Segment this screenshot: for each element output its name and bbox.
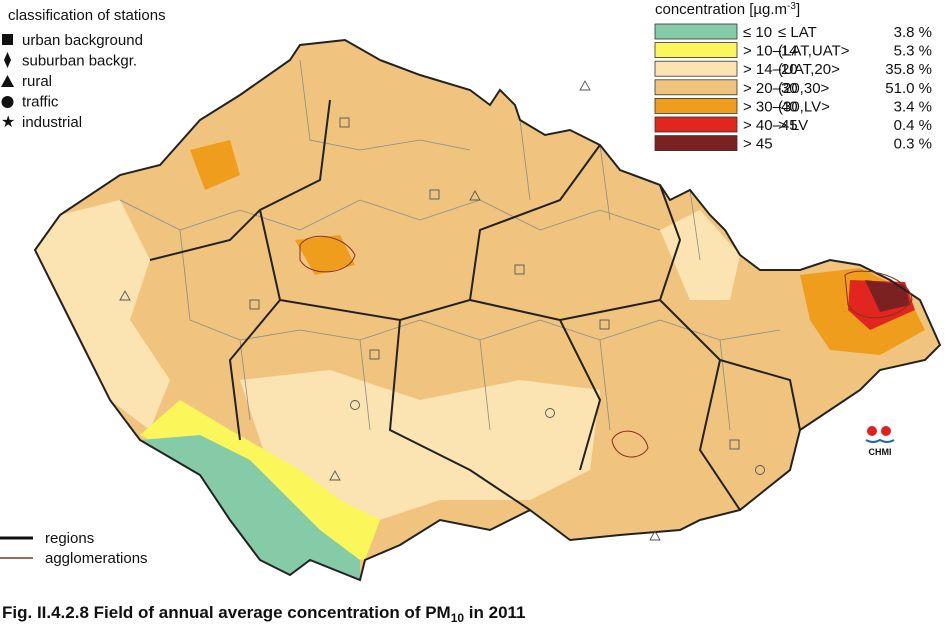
caption-subscript: 10 (451, 611, 465, 625)
boundary-label: regions (45, 530, 94, 547)
legend-share: 0.3 % (894, 136, 932, 153)
legend-limit: > LV (778, 117, 808, 134)
zone-14-20 (660, 210, 740, 300)
symbol-star: ★ (1, 114, 15, 131)
symbol-square (2, 34, 13, 45)
boundary-label: agglomerations (45, 550, 148, 567)
stations (119, 80, 765, 541)
legend-range: > 40–45 (743, 117, 798, 134)
concentration-legend: ≤ 10 ≤ LAT 3.8 % > 10–14(LAT,UAT> 5.3 % > 14–… (654, 23, 932, 153)
legend-range: > 45 (743, 136, 773, 153)
station-traffic (755, 465, 765, 475)
legend-range: > 14–20 (743, 61, 798, 78)
symbol-circle (1, 96, 14, 108)
zone-30-40 (190, 140, 240, 190)
legend-range: > 10–14 (743, 43, 798, 60)
zone-14-20 (35, 200, 170, 430)
zone-above-45 (865, 280, 910, 312)
legend-swatch (654, 135, 738, 152)
legend-range: ≤ 10 (743, 24, 772, 41)
legend-title-text: concentration [µg.m (655, 1, 787, 18)
legend-share: 0.4 % (894, 117, 932, 134)
logo-text: CHMI (869, 447, 892, 457)
legend-limit: (30,LV> (778, 98, 830, 115)
station-traffic (350, 400, 360, 410)
symbol-triangle (1, 75, 14, 87)
station-urban (599, 319, 610, 330)
legend-swatch (654, 23, 738, 40)
station-type: urban background (22, 32, 143, 49)
legend-title: concentration [µg.m-3] (655, 1, 800, 18)
agglomeration-borders (299, 235, 913, 458)
caption: Fig. II.4.2.8 Field of annual average co… (2, 603, 526, 625)
legend-limit: (20,30> (778, 80, 830, 97)
caption-text: Fig. II.4.2.8 Field of annual average co… (2, 603, 451, 622)
legend-swatch (654, 42, 738, 58)
legend-swatch (654, 60, 738, 77)
legend-swatch (654, 79, 738, 96)
station-urban (514, 264, 525, 275)
legend-swatch (654, 98, 738, 114)
stations-title: classification of stations (8, 7, 166, 24)
legend-limit: ≤ LAT (778, 24, 817, 41)
country-area (35, 40, 940, 580)
legend-limit: (UAT,20> (778, 61, 840, 78)
stations-legend: classification of stations ★ urban backg… (1, 7, 166, 131)
station-traffic (545, 408, 555, 418)
district-borders (119, 59, 781, 431)
station-urban (369, 349, 380, 360)
station-urban (339, 117, 350, 128)
legend-share: 5.3 % (894, 43, 932, 60)
station-rural (119, 80, 661, 541)
legend-title-suffix: ] (796, 1, 800, 18)
legend-share: 51.0 % (885, 80, 932, 97)
legend-limit: (LAT,UAT> (778, 43, 850, 60)
legend-share: 35.8 % (885, 61, 932, 78)
station-urban (729, 439, 740, 450)
station-type: suburban backgr. (22, 53, 137, 70)
legend-range: > 30–40 (743, 98, 798, 115)
zone-30-40 (295, 235, 355, 275)
station-type: rural (22, 73, 52, 90)
legend-share: 3.4 % (894, 98, 932, 115)
legend-swatch (654, 116, 738, 133)
chmi-logo: CHMI (865, 426, 895, 457)
legend-title-sup: -3 (787, 1, 796, 12)
legend-range: > 20–30 (743, 80, 798, 97)
station-urban (429, 189, 440, 200)
caption-suffix: in 2011 (464, 603, 525, 622)
station-type: industrial (22, 114, 82, 131)
symbol-diamond (4, 52, 11, 68)
station-urban (249, 299, 260, 310)
legend-share: 3.8 % (894, 24, 932, 41)
station-type: traffic (22, 94, 59, 111)
map (33, 38, 942, 582)
boundaries-legend: regions agglomerations (0, 530, 148, 567)
